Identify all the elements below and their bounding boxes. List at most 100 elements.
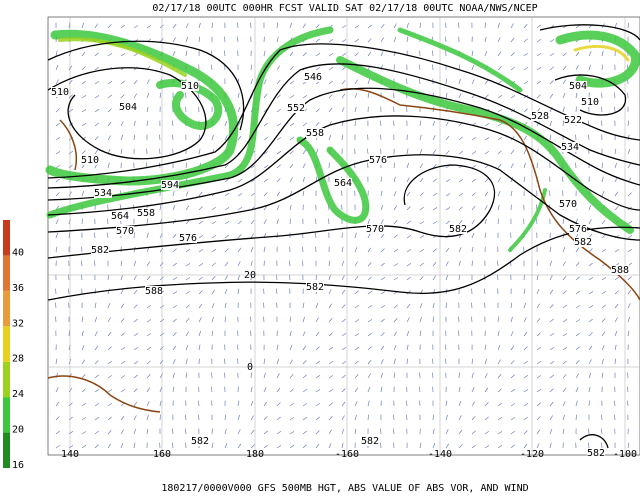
wind-barb <box>133 360 139 365</box>
wind-barb <box>419 177 424 183</box>
wind-barb <box>406 162 410 169</box>
wind-barb <box>302 417 308 421</box>
wind-barb <box>120 429 124 435</box>
wind-barb <box>341 80 346 85</box>
wind-barb <box>107 24 112 29</box>
wind-barb <box>510 331 514 337</box>
wind-barb <box>250 179 256 183</box>
wind-barb <box>315 360 320 365</box>
wind-barb <box>250 429 255 435</box>
wind-barb <box>484 22 486 29</box>
wind-barb <box>601 290 607 295</box>
wind-barb <box>341 25 347 29</box>
wind-barb <box>289 330 292 337</box>
wind-barb <box>575 24 580 29</box>
wind-barb <box>588 64 591 71</box>
wind-barb <box>367 400 370 407</box>
wind-barb <box>510 190 513 197</box>
wind-barb <box>575 305 581 309</box>
wind-barb <box>523 389 529 393</box>
contour-label-bg <box>306 128 324 138</box>
contour-label: 570 <box>366 224 384 235</box>
wind-barb <box>367 387 371 393</box>
wind-barb <box>523 288 526 295</box>
wind-barb <box>263 165 269 169</box>
wind-barb <box>211 372 213 379</box>
wind-barb <box>198 191 203 197</box>
wind-barb <box>601 162 604 169</box>
wind-barb <box>211 22 213 29</box>
wind-barb <box>198 235 204 239</box>
contour-label: 570 <box>116 226 134 237</box>
wind-barb <box>419 22 421 29</box>
wind-barb <box>81 330 84 337</box>
wind-barb <box>159 414 161 421</box>
wind-barb <box>627 442 630 449</box>
longitude-label: -140 <box>428 449 452 460</box>
wind-barb <box>263 108 268 113</box>
wind-barb <box>419 316 422 323</box>
wind-barb <box>133 52 139 57</box>
wind-barb <box>211 206 217 211</box>
wind-barb <box>510 316 513 323</box>
wind-barb <box>198 303 203 309</box>
wind-barb <box>367 346 372 351</box>
wind-barb <box>289 51 294 57</box>
wind-barb <box>393 358 396 365</box>
wind-barb <box>120 274 123 281</box>
wind-barb <box>497 330 500 337</box>
wind-barb <box>354 374 359 379</box>
wind-barb <box>627 120 629 127</box>
wind-barb <box>471 64 475 71</box>
wind-barb <box>289 80 294 85</box>
wind-barb <box>354 261 358 267</box>
wind-barb <box>237 193 243 197</box>
contour-label: 564 <box>334 178 352 189</box>
contour-label-bg <box>366 224 384 234</box>
wind-barb <box>289 123 295 127</box>
wind-barb <box>107 443 112 449</box>
wind-barb <box>458 247 462 253</box>
wind-barb <box>341 415 345 421</box>
wind-barb <box>185 205 190 211</box>
wind-barb <box>549 374 554 379</box>
wind-barb <box>107 346 112 351</box>
wind-barb <box>549 246 552 253</box>
wind-barb <box>315 375 321 379</box>
contour-label: 504 <box>569 81 587 92</box>
wind-barb <box>536 346 542 351</box>
wind-barb <box>627 163 631 169</box>
wind-barb <box>224 261 229 267</box>
wind-barb <box>484 358 487 365</box>
wind-barb <box>120 94 125 99</box>
colorbar-segment <box>3 326 10 362</box>
wind-barb <box>328 134 332 141</box>
contour-label-bg <box>361 436 379 446</box>
wind-barb <box>172 120 174 127</box>
wind-barb <box>120 121 124 127</box>
wind-barb <box>107 402 113 407</box>
wind-barb <box>341 442 344 449</box>
wind-barb <box>614 344 617 351</box>
wind-barb <box>510 163 514 169</box>
wind-barb <box>419 206 425 211</box>
wind-barb <box>146 304 152 309</box>
contour-label: 582 <box>361 436 379 447</box>
wind-barb <box>120 148 123 155</box>
contour-line <box>47 40 245 131</box>
wind-barb <box>81 80 86 85</box>
colorbar-segment <box>3 220 10 256</box>
wind-barb <box>601 372 604 379</box>
wind-barb <box>94 388 100 393</box>
wind-barb <box>250 372 252 379</box>
wind-barb <box>380 233 385 239</box>
wind-barb <box>445 247 450 253</box>
latitude-label: 0 <box>247 362 253 373</box>
wind-barb <box>341 401 346 407</box>
wind-barb <box>94 430 99 435</box>
wind-barb <box>185 191 189 197</box>
wind-barb <box>445 179 451 183</box>
wind-barb <box>302 190 305 197</box>
wind-barb <box>172 23 177 29</box>
wind-barb <box>289 22 292 29</box>
